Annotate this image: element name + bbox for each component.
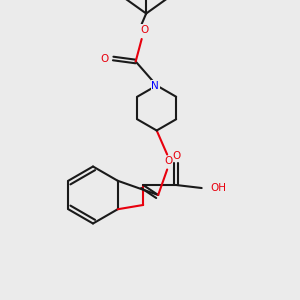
Text: N: N [151, 80, 159, 91]
Text: O: O [172, 151, 180, 161]
Text: O: O [165, 156, 173, 166]
Text: O: O [141, 25, 149, 35]
Text: OH: OH [211, 183, 227, 193]
Text: O: O [100, 53, 108, 64]
